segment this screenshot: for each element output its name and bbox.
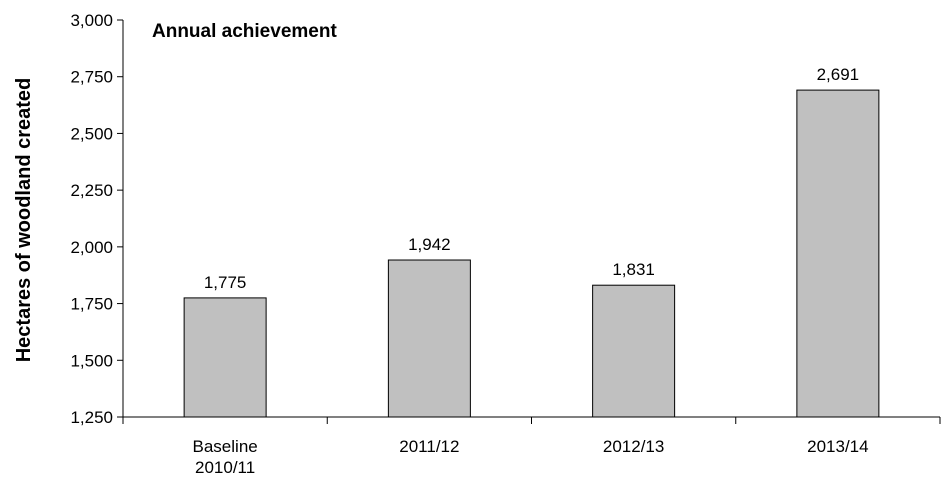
y-tick-label: 1,500 [70, 351, 113, 370]
y-axis-label: Hectares of woodland created [13, 78, 35, 363]
x-tick-label: Baseline [193, 437, 258, 456]
bar [183, 297, 267, 418]
y-tick-label: 1,750 [70, 295, 113, 314]
bar [387, 259, 471, 418]
y-tick-label: 1,250 [70, 408, 113, 427]
x-tick-label: 2013/14 [807, 437, 868, 456]
y-tick-label: 2,000 [70, 238, 113, 257]
data-label: 1,942 [408, 235, 451, 254]
x-tick-label: 2011/12 [399, 437, 459, 456]
x-tick-label: 2010/11 [195, 458, 255, 477]
x-tick-label: 2012/13 [603, 437, 664, 456]
data-label: 2,691 [817, 65, 860, 84]
bar [796, 89, 880, 418]
y-tick-label: 2,500 [70, 124, 113, 143]
chart-title: Annual achievement [152, 21, 337, 42]
bar [592, 284, 676, 418]
data-label: 1,775 [204, 273, 247, 292]
y-tick-label: 2,750 [70, 68, 113, 87]
plot-area: 1,250 1,500 1,750 2,000 2,250 2,500 2,750 3,000… [70, 11, 941, 477]
y-tick-label: 2,250 [70, 181, 113, 200]
data-label: 1,831 [612, 260, 655, 279]
y-tick-label: 3,000 [70, 11, 113, 30]
